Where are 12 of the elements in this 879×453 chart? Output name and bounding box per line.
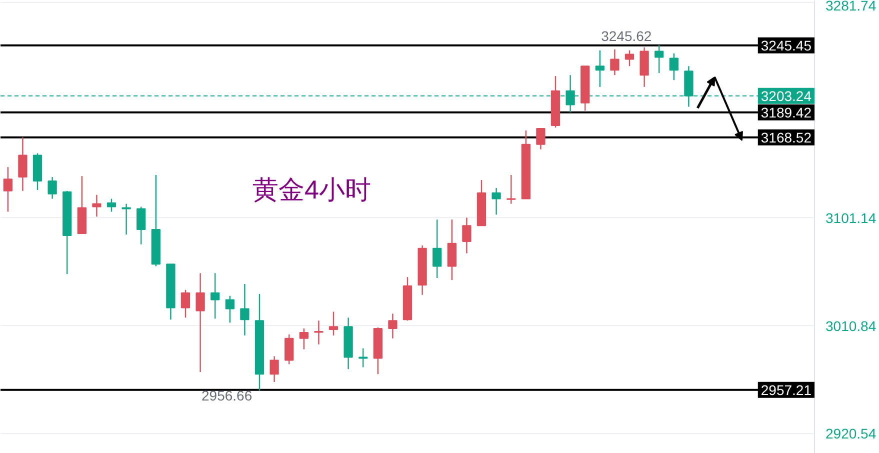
ref-line-label: 3168.52	[760, 129, 812, 146]
annotation: 2956.66	[201, 388, 252, 404]
ref-line-label: 3203.24	[760, 88, 812, 104]
ref-line-label: 2957.21	[760, 382, 812, 398]
annotation: 3245.62	[601, 28, 652, 44]
y-tick-label: 3101.14	[826, 210, 876, 226]
ref-line-label: 3189.42	[760, 104, 812, 120]
y-tick-label: 3010.84	[826, 318, 876, 334]
y-tick-label: 2920.54	[826, 426, 876, 442]
ref-line-label: 3245.45	[760, 37, 812, 54]
text: 黄金4小时	[252, 174, 371, 204]
y-tick-label: 3281.74	[826, 0, 876, 14]
